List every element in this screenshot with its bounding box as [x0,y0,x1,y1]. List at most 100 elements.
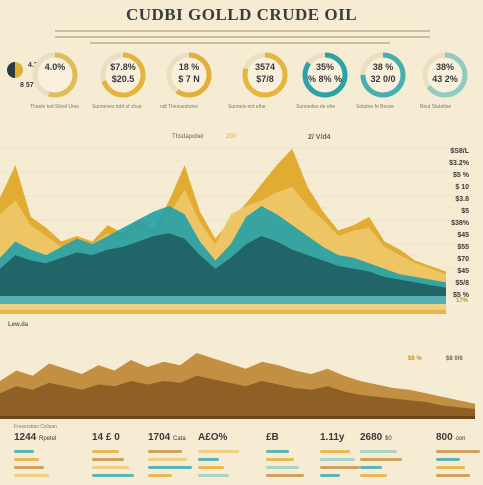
kpi-ring-fill [100,52,146,98]
kpi-value: 18 % [178,62,200,72]
bottom-bar [14,466,44,469]
upper-area-chart [0,147,460,314]
right-axis-label-0: $S8/L [450,148,469,155]
bottom-stat-value: £B [266,432,279,443]
bottom-bar [14,474,49,477]
bottom-bar [266,466,299,469]
right-axis-label-1: $3.2% [449,160,469,167]
bottom-bar [436,450,480,453]
lower-area-chart [0,353,475,419]
bottom-bar [92,458,124,461]
bottom-bar [198,474,229,477]
bottom-bar [148,458,187,461]
lower-baseline [0,416,475,419]
legend-dot-icon [7,62,23,78]
bottom-bar [320,466,360,469]
kpi-subvalue: $20.5 [111,74,135,84]
bottom-bar [148,466,192,469]
kpi-ring-fill [360,52,406,98]
right-axis-label-6: $38% [451,220,469,227]
kpi-value: 38% [435,62,454,72]
bottom-bar [92,450,119,453]
lower-right-label-1: $8 0/6 [446,356,463,362]
kpi-ring-5: 38 % 32 0/0 [358,50,408,100]
area-series-3 [0,233,446,296]
kpi-ring-fill [242,52,288,98]
lower-left-label: Lew.da [8,322,29,328]
right-axis-label-8: $55 [457,244,469,251]
right-axis-label-2: $5 % [453,172,469,179]
bottom-header: Freserstion Cslisan [14,424,57,430]
kpi-subvalue: 43 2% [432,74,458,84]
kpi-caption-4: Sunnedes de ehe [296,104,336,110]
bottom-stat-unit: $0 [385,436,392,442]
bottom-bar [148,450,182,453]
bottom-bar [198,466,224,469]
bottom-bar [360,474,387,477]
kpi-caption-2: ndl Thesuestuine [160,104,198,110]
kpi-ring-fill [166,52,212,98]
bottom-bar [198,450,239,453]
right-axis-label-10: $45 [457,268,469,275]
bottom-stat-unit: Cata [173,436,186,442]
intro-text-line [90,42,390,44]
bottom-stat-unit: Rpetel [39,436,57,442]
bottom-bar [436,474,470,477]
kpi-ring-fill [422,52,468,98]
bottom-bar [14,450,34,453]
lower-right-label-0: $8 % [408,356,422,362]
right-axis-label-7: $45 [457,232,469,239]
bottom-stat-value: 14 £ 0 [92,432,120,443]
kpi-value: 3574 [254,62,276,72]
intro-text-line [55,36,430,38]
kpi-ring-1: $7.8% $20.5 [98,50,148,100]
right-axis-label-11: $5/8 [455,280,469,287]
baseline-band-1 [0,304,446,310]
bottom-bar [148,474,172,477]
kpi-value: 38 % [372,62,394,72]
bottom-bar [360,450,397,453]
kpi-subvalue: $ 7 N [178,74,200,84]
bottom-bar [92,466,129,469]
bottom-bar [92,474,134,477]
bottom-stat-value: 800 [436,432,453,443]
left-stat-bottom: 8 57 ⓑ [20,82,43,89]
bottom-bar [14,458,39,461]
bottom-stat-value: A£O% [198,432,228,443]
kpi-subvalue: 32 0/0 [370,74,396,84]
kpi-ring-2: 18 % $ 7 N [164,50,214,100]
bottom-bar [436,458,460,461]
kpi-ring-6: 38% 43 2% [420,50,470,100]
bottom-stat-3: A£O% [198,432,227,443]
kpi-subvalue: % 8% % [307,74,342,84]
bottom-stat-4: £B [266,432,279,443]
bottom-stat-5: 1.11y [320,432,344,443]
bottom-stat-value: 1244 [14,432,37,443]
right-axis-label-12: $5 % [453,292,469,299]
kpi-caption-1: Sunnenes tobl of chue [92,104,142,110]
upper-bottom-note: 17% [456,298,469,304]
bottom-bar [198,458,219,461]
bottom-stat-value: 1.11y [320,432,345,443]
kpi-ring-0: 4.0% [30,50,78,100]
bottom-bar [360,458,402,461]
bottom-stat-value: 1704 [148,432,171,443]
bottom-bar [320,474,340,477]
bottom-bar [266,474,304,477]
kpi-caption-6: Beut Stuteline [420,104,452,110]
baseline-band-2 [0,310,446,314]
kpi-ring-fill [302,52,348,98]
bottom-stat-1: 14 £ 0 [92,432,120,443]
kpi-value: 4.0% [44,62,66,72]
right-axis-label-4: $3.8 [455,196,469,203]
bottom-bar [360,466,382,469]
bottom-stat-7: 800 oon [436,432,465,443]
bottom-bar [320,458,355,461]
bottom-stat-0: 1244 Rpetel [14,432,56,443]
area-series-1 [0,375,475,416]
mid-label-0: Thsdapobel [172,134,204,140]
bottom-bar [436,466,465,469]
kpi-caption-0: Thanle ted Silvel Ures [30,104,79,110]
page-title: CUDBI GOLLD CRUDE OIL [125,5,358,24]
kpi-value: $7.8% [110,62,136,72]
